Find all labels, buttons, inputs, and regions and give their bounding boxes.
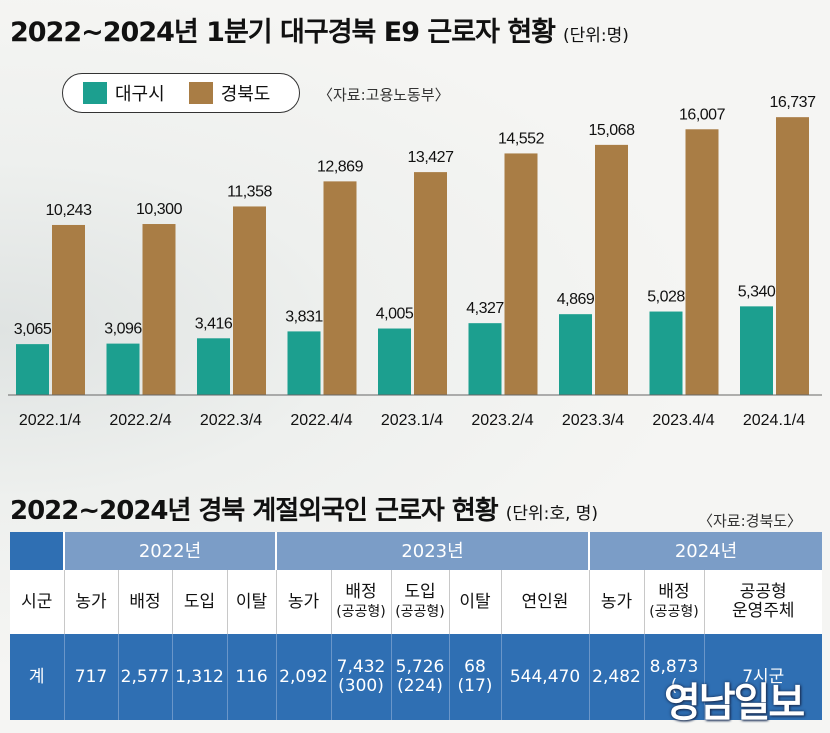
header-2023-baejeong: 배정 (공공형) <box>330 570 391 634</box>
bar-gyeongbuk-3 <box>323 181 357 395</box>
data-label-gyeongbuk-5: 14,552 <box>498 130 545 147</box>
data-label-gyeongbuk-1: 10,300 <box>136 201 183 218</box>
header-2023-ital: 이탈 <box>448 570 501 634</box>
year-blank-cell <box>10 532 64 570</box>
bar-chart: 3,065 10,243 2022.1/4 3,096 10,300 2022.2/4 3,… <box>8 94 822 429</box>
total-2023-nongga: 2,092 <box>275 634 331 720</box>
table-title: 2022~2024년 경북 계절외국인 근로자 현황 (단위:호, 명) <box>10 496 599 526</box>
x-tick-label-7: 2023.4/4 <box>652 412 714 429</box>
data-label-gyeongbuk-0: 10,243 <box>46 202 93 219</box>
data-label-gyeongbuk-2: 11,358 <box>227 183 272 200</box>
header-2023-nongga: 농가 <box>275 570 331 634</box>
legend-item-daegu: 대구시 <box>83 80 165 106</box>
header-2022-doip: 도입 <box>171 570 227 634</box>
total-2022-doip: 1,312 <box>171 634 227 720</box>
total-2024-baejeong: 8,873( <box>643 634 704 720</box>
total-2022-ital: 116 <box>226 634 276 720</box>
total-2023-ital: 68 (17) <box>448 634 501 720</box>
data-label-gyeongbuk-7: 16,007 <box>679 106 726 123</box>
header-2022-baejeong: 배정 <box>117 570 172 634</box>
table-unit: (단위:호, 명) <box>505 504 599 524</box>
chart-unit: (단위:명) <box>563 26 629 46</box>
legend: 대구시 경북도 <box>62 73 300 113</box>
data-label-gyeongbuk-6: 15,068 <box>589 122 636 139</box>
total-2024-nongga: 2,482 <box>588 634 644 720</box>
year-row: 2022년 2023년 2024년 <box>10 532 822 570</box>
header-sigun: 시군 <box>10 570 64 634</box>
total-2022-nongga: 717 <box>63 634 118 720</box>
year-2023: 2023년 <box>275 532 589 570</box>
data-label-daegu-8: 5,340 <box>738 283 776 300</box>
data-label-gyeongbuk-3: 12,869 <box>317 158 364 175</box>
header-2022-ital: 이탈 <box>226 570 276 634</box>
table-source: 〈자료:경북도〉 <box>698 512 803 530</box>
bar-gyeongbuk-0 <box>52 224 85 395</box>
bar-daegu-0 <box>16 344 49 395</box>
bar-daegu-1 <box>106 343 140 395</box>
x-tick-label-6: 2023.3/4 <box>562 412 624 429</box>
data-label-daegu-7: 5,028 <box>647 289 685 306</box>
x-tick-label-0: 2022.1/4 <box>19 412 81 429</box>
bar-daegu-2 <box>197 338 230 395</box>
bar-daegu-7 <box>649 311 683 395</box>
bar-gyeongbuk-2 <box>233 206 266 395</box>
seasonal-workers-table: 2022년 2023년 2024년 시군 농가 배정 도입 이탈 농가 배정 (공… <box>10 532 822 720</box>
data-label-daegu-0: 3,065 <box>14 321 52 338</box>
bar-gyeongbuk-5 <box>504 153 538 395</box>
legend-item-gyeongbuk: 경북도 <box>188 80 271 106</box>
data-label-daegu-4: 4,005 <box>376 306 414 323</box>
x-tick-label-2: 2022.3/4 <box>200 412 262 429</box>
bar-daegu-6 <box>559 314 592 395</box>
year-2022: 2022년 <box>63 532 276 570</box>
data-label-daegu-1: 3,096 <box>104 321 142 338</box>
data-label-daegu-6: 4,869 <box>557 291 595 308</box>
bar-gyeongbuk-7 <box>685 129 719 395</box>
total-label: 계 <box>10 634 64 720</box>
data-label-gyeongbuk-4: 13,427 <box>408 149 455 166</box>
header-2024-nongga: 농가 <box>588 570 644 634</box>
legend-label-gyeongbuk: 경북도 <box>220 84 271 105</box>
total-2023-yeonin: 544,470 <box>500 634 589 720</box>
x-tick-label-8: 2024.1/4 <box>743 412 805 429</box>
legend-swatch-daegu <box>83 82 107 104</box>
header-row: 시군 농가 배정 도입 이탈 농가 배정 (공공형) 도입 (공공형) 이탈 연인원… <box>10 570 822 634</box>
total-2023-doip: 5,726 (224) <box>390 634 449 720</box>
data-label-daegu-2: 3,416 <box>195 315 233 332</box>
bar-gyeongbuk-1 <box>142 224 176 395</box>
header-2022-nongga: 농가 <box>63 570 118 634</box>
header-2023-yeonin: 연인원 <box>500 570 589 634</box>
chart-title: 2022~2024년 1분기 대구경북 E9 근로자 현황 (단위:명) <box>10 17 629 48</box>
total-2022-baejeong: 2,577 <box>117 634 172 720</box>
header-2024-baejeong: 배정 (공공형) <box>643 570 704 634</box>
bar-daegu-4 <box>378 328 411 395</box>
chart-source: 〈자료:고용노동부〉 <box>318 86 450 104</box>
x-tick-label-3: 2022.4/4 <box>290 412 352 429</box>
newspaper-logo: 영남일보 <box>664 680 805 726</box>
header-2023-doip: 도입 (공공형) <box>390 570 449 634</box>
total-2023-baejeong: 7,432 (300) <box>330 634 391 720</box>
bar-daegu-5 <box>468 323 502 395</box>
total-row: 계 717 2,577 1,312 116 2,092 7,432 (300) 5… <box>10 634 822 720</box>
legend-swatch-gyeongbuk <box>188 82 213 104</box>
bar-daegu-8 <box>740 306 773 395</box>
bar-gyeongbuk-8 <box>776 117 809 395</box>
data-label-gyeongbuk-8: 16,737 <box>770 94 817 111</box>
x-tick-label-1: 2022.2/4 <box>109 412 171 429</box>
header-2024-unyeong: 공공형 운영주체 <box>703 570 822 634</box>
x-tick-label-4: 2023.1/4 <box>381 412 443 429</box>
bar-gyeongbuk-6 <box>595 144 628 395</box>
data-label-daegu-3: 3,831 <box>285 308 323 325</box>
x-tick-label-5: 2023.2/4 <box>471 412 533 429</box>
bar-daegu-3 <box>287 331 321 395</box>
total-2024-unyeong: 7시군 <box>703 634 822 720</box>
bar-gyeongbuk-4 <box>414 172 447 395</box>
legend-label-daegu: 대구시 <box>115 84 165 105</box>
year-2024: 2024년 <box>588 532 822 570</box>
data-label-daegu-5: 4,327 <box>466 300 504 317</box>
